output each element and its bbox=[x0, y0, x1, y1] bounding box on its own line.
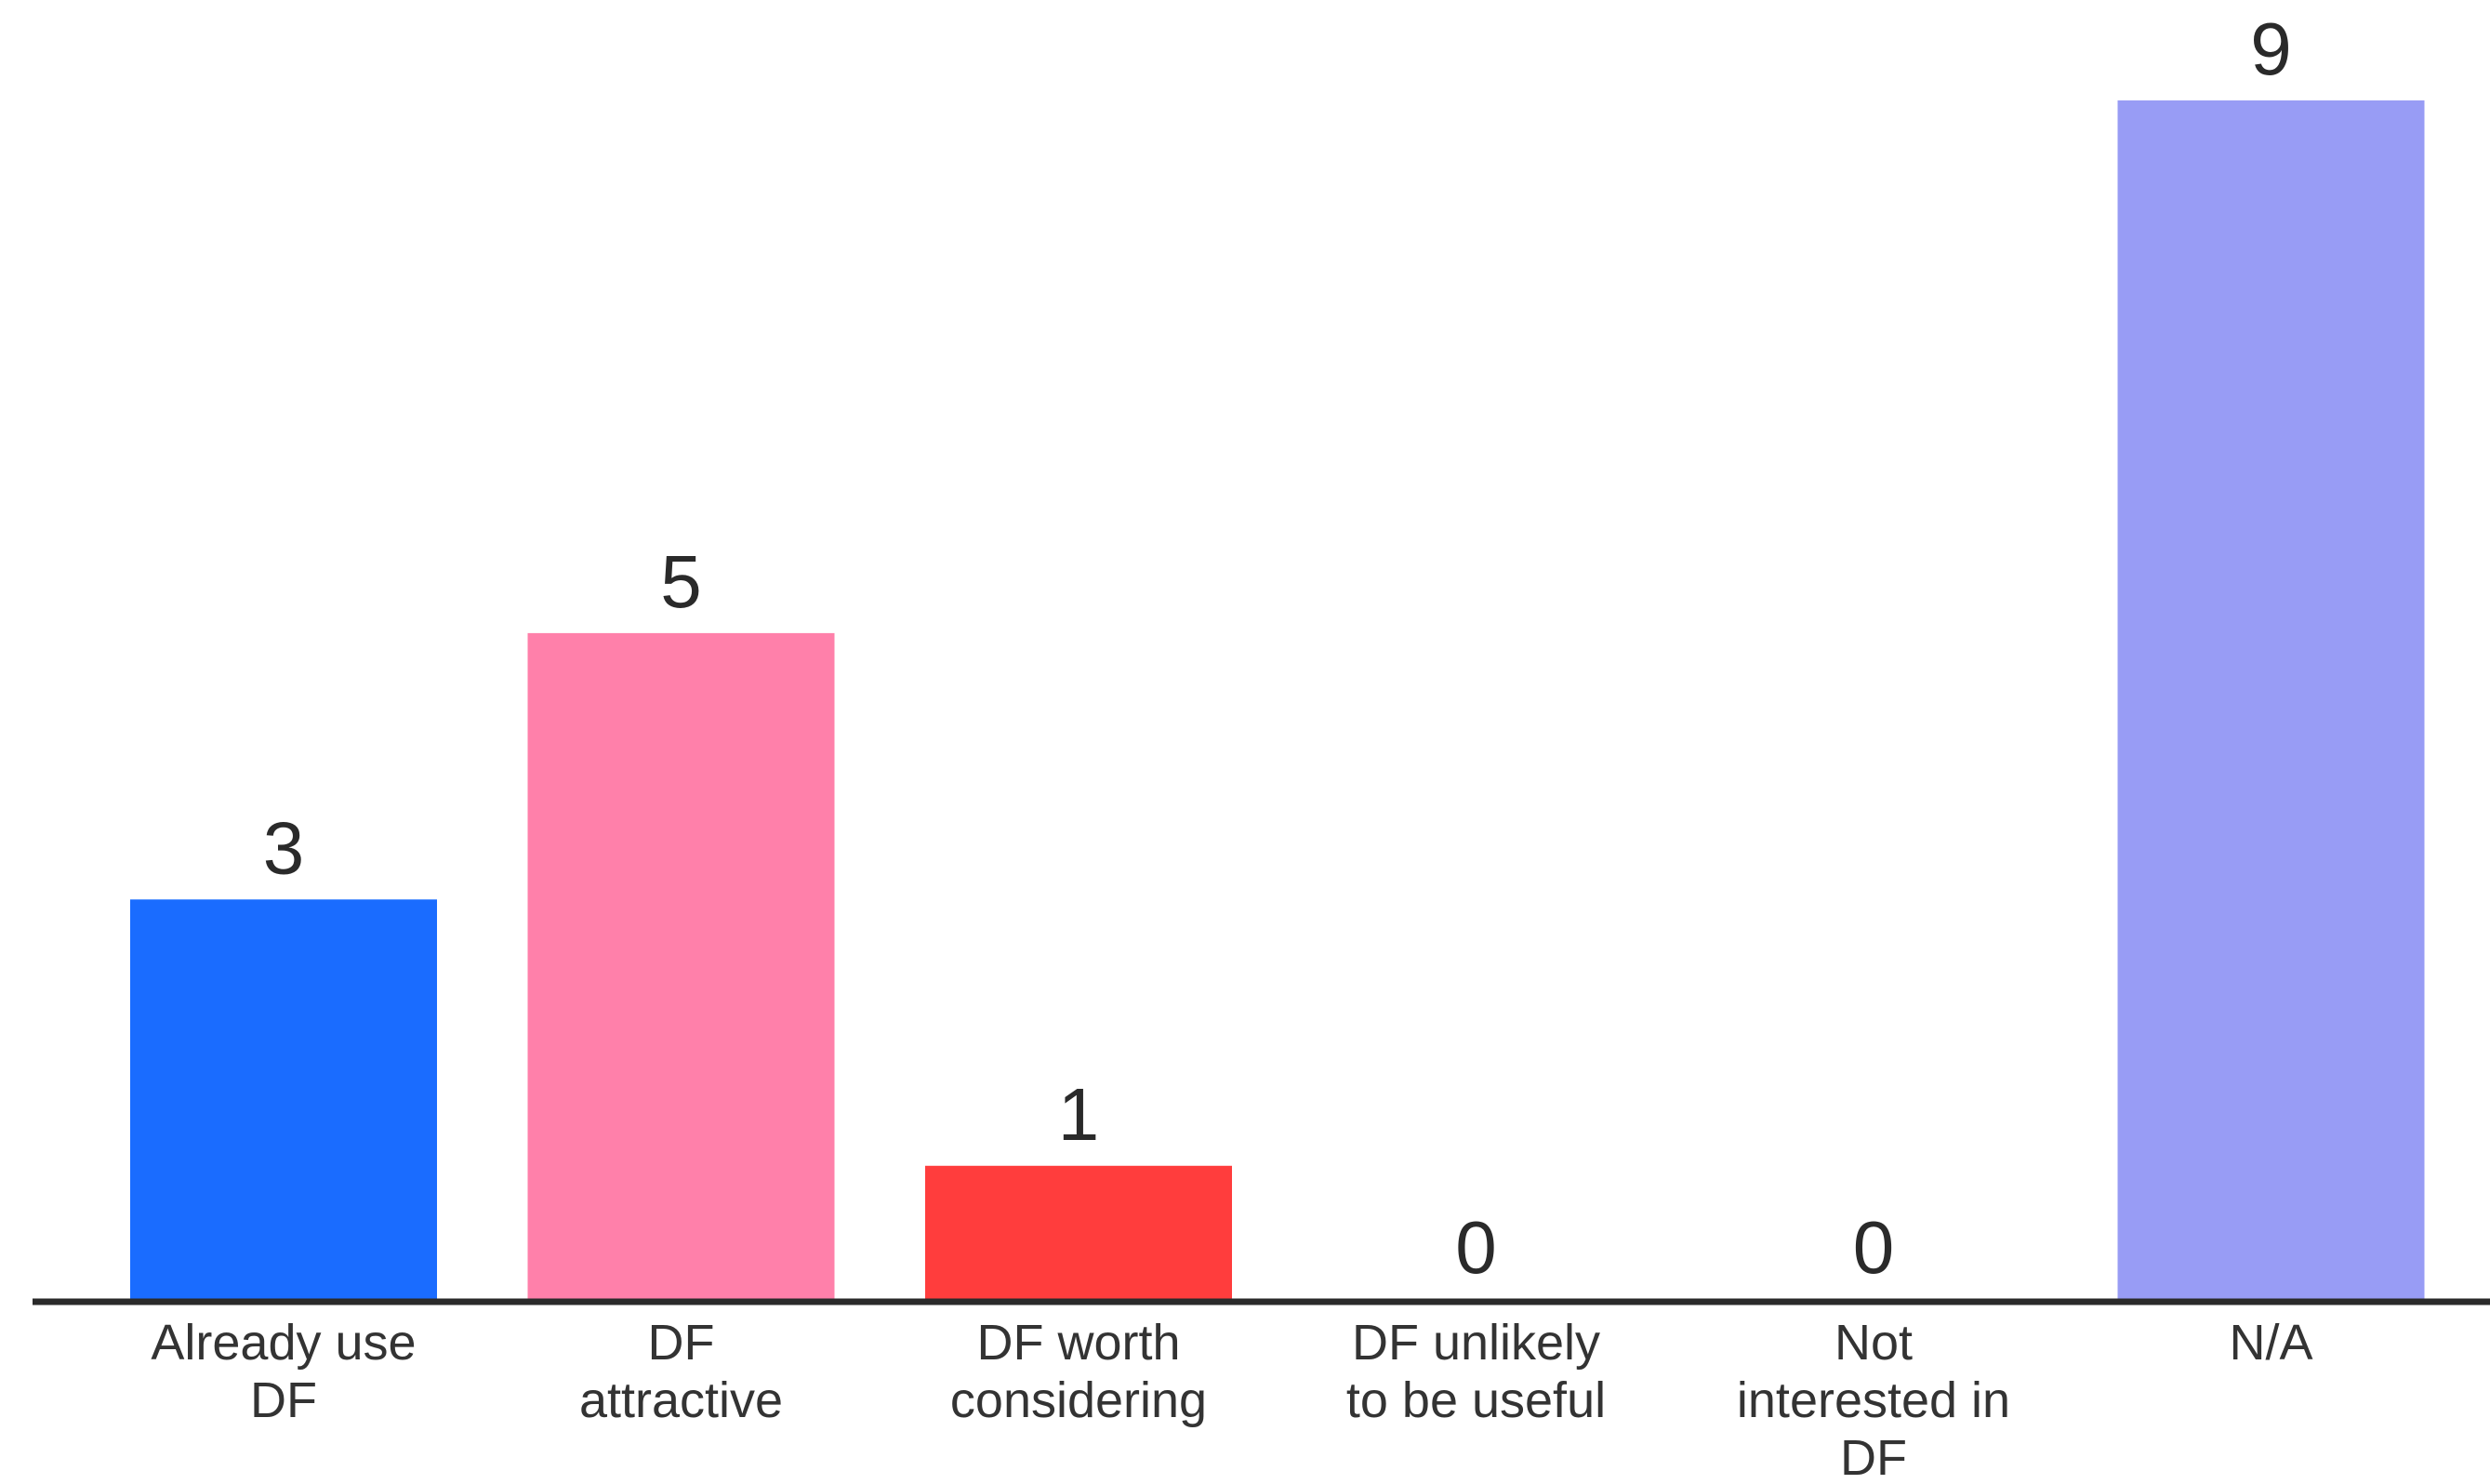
category-label-line: N/A bbox=[2229, 1315, 2312, 1371]
bar-df-attractive bbox=[527, 632, 835, 1299]
category-label-line: interested in bbox=[1737, 1372, 2010, 1428]
category-label-line: considering bbox=[950, 1372, 1207, 1428]
category-label-line: DF unlikely bbox=[1352, 1315, 1600, 1371]
category-label-line: to be useful bbox=[1346, 1372, 1606, 1428]
category-label-n-a: N/A bbox=[2229, 1315, 2312, 1371]
category-label-already-use-df: Already use DF bbox=[151, 1315, 416, 1428]
bars-layer bbox=[130, 100, 2425, 1299]
category-label-line: Not bbox=[1834, 1315, 1913, 1371]
category-label-line: Already use bbox=[151, 1315, 416, 1371]
category-label-df-unlikely-to-be-useful: DF unlikely to be useful bbox=[1346, 1315, 1606, 1428]
bar-n-a bbox=[2117, 100, 2425, 1299]
value-labels-layer: 3 5 1 0 0 9 bbox=[263, 7, 2292, 1289]
category-label-line: DF worth bbox=[976, 1315, 1180, 1371]
category-label-line: DF bbox=[648, 1315, 715, 1371]
bar-already-use-df bbox=[130, 899, 437, 1299]
value-label-df-unlikely-to-be-useful: 0 bbox=[1455, 1206, 1497, 1289]
value-label-df-worth-considering: 1 bbox=[1058, 1073, 1100, 1156]
category-label-df-worth-considering: DF worth considering bbox=[950, 1315, 1207, 1428]
bar-df-worth-considering bbox=[925, 1165, 1232, 1299]
value-label-df-attractive: 5 bbox=[660, 540, 702, 623]
category-label-line: DF bbox=[1840, 1430, 1907, 1484]
category-label-line: DF bbox=[250, 1372, 317, 1428]
value-label-not-interested-in-df: 0 bbox=[1853, 1206, 1895, 1289]
category-label-not-interested-in-df: Not interested in DF bbox=[1737, 1315, 2010, 1484]
category-label-line: attractive bbox=[579, 1372, 783, 1428]
category-label-df-attractive: DF attractive bbox=[579, 1315, 783, 1428]
value-label-n-a: 9 bbox=[2250, 7, 2292, 90]
value-label-already-use-df: 3 bbox=[263, 806, 305, 889]
